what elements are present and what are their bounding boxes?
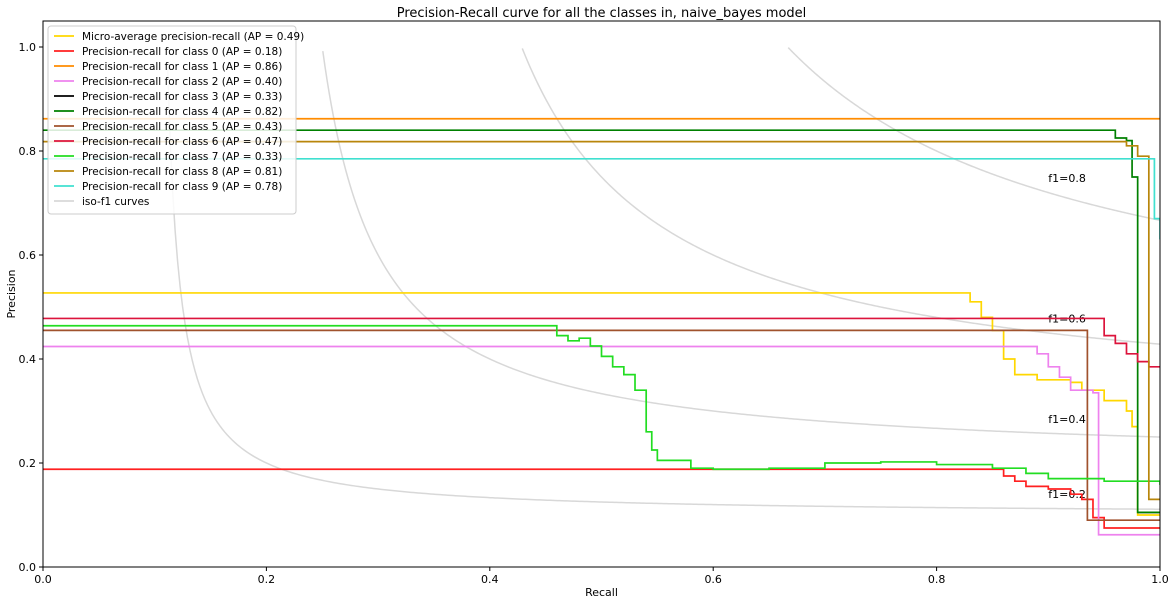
- legend-box: [47, 25, 297, 215]
- x-tick-label: 0.8: [928, 573, 946, 586]
- series-line-1: [43, 468, 1160, 529]
- legend-label: Micro-average precision-recall (AP = 0.4…: [82, 31, 304, 43]
- legend-label: Precision-recall for class 4 (AP = 0.82): [82, 106, 282, 118]
- iso-f1-curve: [787, 47, 1160, 222]
- legend-label: Precision-recall for class 9 (AP = 0.78): [82, 181, 282, 193]
- legend-label: Precision-recall for class 6 (AP = 0.47): [82, 136, 282, 148]
- iso-f1-curve: [166, 67, 1160, 510]
- iso-f1-curve: [521, 48, 1160, 345]
- iso-f1-curve: [322, 51, 1160, 438]
- legend-label: Precision-recall for class 1 (AP = 0.86): [82, 61, 282, 73]
- x-tick-label: 1.0: [1151, 573, 1169, 586]
- y-axis: 0.0 0.2 0.4 0.6 0.8 1.0: [19, 41, 43, 574]
- y-tick-label: 0.4: [19, 353, 37, 366]
- iso-f1-label: f1=0.2: [1048, 488, 1086, 501]
- x-tick-label: 0.4: [481, 573, 499, 586]
- y-tick-label: 0.0: [19, 561, 37, 574]
- series-line-10: [43, 157, 1160, 240]
- iso-f1-curves: [166, 47, 1160, 510]
- x-tick-label: 0.0: [34, 573, 52, 586]
- y-tick-label: 1.0: [19, 41, 37, 54]
- series-line-6: [43, 329, 1160, 522]
- series-line-0: [43, 292, 1160, 516]
- legend-label: Precision-recall for class 7 (AP = 0.33): [82, 151, 282, 163]
- x-tick-label: 0.6: [704, 573, 722, 586]
- legend-label: Precision-recall for class 2 (AP = 0.40): [82, 76, 282, 88]
- plot-frame: [42, 20, 1161, 568]
- legend-label: Precision-recall for class 3 (AP = 0.33): [82, 91, 282, 103]
- x-tick-label: 0.2: [258, 573, 276, 586]
- series-line-5: [43, 129, 1160, 514]
- chart-title: Precision-Recall curve for all the class…: [397, 6, 807, 21]
- legend: Micro-average precision-recall (AP = 0.4…: [47, 25, 304, 215]
- y-tick-label: 0.8: [19, 145, 37, 158]
- legend-label: Precision-recall for class 0 (AP = 0.18): [82, 46, 282, 58]
- legend-label: iso-f1 curves: [82, 196, 149, 208]
- legend-label: Precision-recall for class 5 (AP = 0.43): [82, 121, 282, 133]
- iso-f1-label: f1=0.8: [1048, 172, 1086, 185]
- x-axis: 0.0 0.2 0.4 0.6 0.8 1.0: [34, 567, 1169, 586]
- x-axis-title: Recall: [585, 586, 618, 599]
- y-axis-title: Precision: [5, 269, 18, 318]
- series-line-9: [43, 140, 1160, 501]
- y-tick-label: 0.6: [19, 249, 37, 262]
- series-line-8: [43, 324, 1160, 485]
- y-tick-label: 0.2: [19, 457, 37, 470]
- iso-f1-label: f1=0.4: [1048, 413, 1086, 426]
- legend-label: Precision-recall for class 8 (AP = 0.81): [82, 166, 282, 178]
- series-line-3: [43, 345, 1160, 536]
